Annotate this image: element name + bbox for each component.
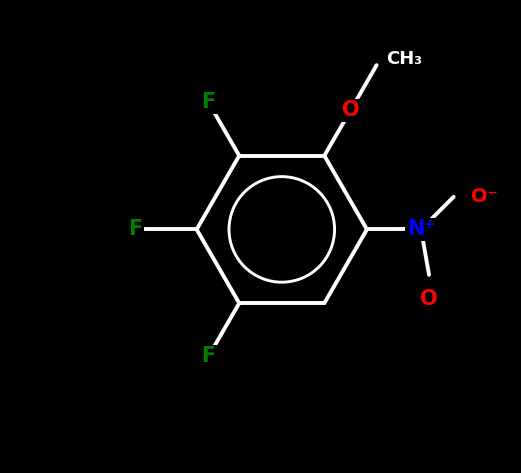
Text: N⁺: N⁺ <box>407 219 435 239</box>
Text: F: F <box>201 92 216 113</box>
Text: O: O <box>420 289 438 309</box>
Text: O: O <box>342 100 359 121</box>
Text: CH₃: CH₃ <box>386 50 422 68</box>
Text: F: F <box>201 346 216 367</box>
Text: O⁻: O⁻ <box>472 187 498 206</box>
Text: F: F <box>128 219 142 239</box>
